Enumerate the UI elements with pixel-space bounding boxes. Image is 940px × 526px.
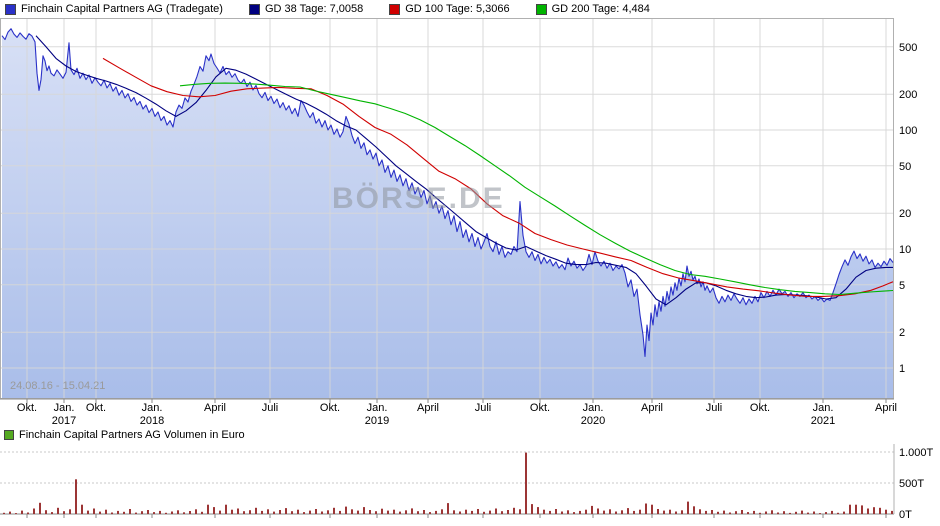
x-tick-label: April bbox=[875, 402, 897, 414]
x-tick-label: Okt. bbox=[86, 402, 106, 414]
chart-legend: Finchain Capital Partners AG (Tradegate)… bbox=[0, 0, 940, 18]
x-tick-label: Jan. bbox=[54, 402, 75, 414]
y-tick-label: 50 bbox=[899, 161, 911, 173]
x-tick-label: Okt. bbox=[750, 402, 770, 414]
x-tick-label: Okt. bbox=[17, 402, 37, 414]
x-tick-label: Juli bbox=[706, 402, 723, 414]
x-tick-label: Okt. bbox=[530, 402, 550, 414]
y-tick-label: 200 bbox=[899, 89, 917, 101]
y-tick-label: 5 bbox=[899, 280, 905, 292]
volume-chart-canvas: 1.000T 500T 0T bbox=[0, 444, 934, 521]
date-range-label: 24.08.16 - 15.04.21 bbox=[10, 380, 106, 392]
y-tick-label: 10 bbox=[899, 244, 911, 256]
price-series-swatch-icon bbox=[5, 3, 16, 15]
price-series-label: Finchain Capital Partners AG (Tradegate) bbox=[21, 3, 223, 15]
x-tick-label: Jan. bbox=[813, 402, 834, 414]
legend-item-gd200: GD 200 Tage: 4,484 bbox=[535, 3, 650, 15]
x-tick-label: April bbox=[641, 402, 663, 414]
x-year-label: 2021 bbox=[811, 415, 835, 427]
x-tick-label: Jan. bbox=[583, 402, 604, 414]
y-tick-label: 100 bbox=[899, 125, 917, 137]
x-year-label: 2017 bbox=[52, 415, 76, 427]
x-tick-label: Juli bbox=[475, 402, 492, 414]
x-tick-label: Jan. bbox=[367, 402, 388, 414]
volume-tick-label: 500T bbox=[899, 478, 924, 490]
watermark: BÖRSE.DE bbox=[332, 182, 505, 215]
legend-item-gd100: GD 100 Tage: 5,3066 bbox=[389, 3, 510, 15]
gd38-series-label: GD 38 Tage: 7,0058 bbox=[264, 3, 364, 15]
x-year-label: 2018 bbox=[140, 415, 164, 427]
volume-legend: Finchain Capital Partners AG Volumen in … bbox=[0, 428, 940, 442]
gd38-series-swatch-icon bbox=[248, 3, 260, 15]
x-year-label: 2020 bbox=[581, 415, 605, 427]
volume-tick-label: 1.000T bbox=[899, 447, 934, 459]
volume-series-swatch-icon bbox=[4, 430, 14, 440]
legend-item-gd38: GD 38 Tage: 7,0058 bbox=[248, 3, 364, 15]
gd100-series-label: GD 100 Tage: 5,3066 bbox=[405, 3, 510, 15]
gd200-series-label: GD 200 Tage: 4,484 bbox=[551, 3, 650, 15]
y-tick-label: 20 bbox=[899, 208, 911, 220]
legend-item-price: Finchain Capital Partners AG (Tradegate) bbox=[5, 3, 223, 15]
gd200-series-swatch-icon bbox=[535, 3, 547, 15]
x-year-label: 2019 bbox=[365, 415, 389, 427]
gd100-series-swatch-icon bbox=[389, 3, 401, 15]
y-tick-label: 1 bbox=[899, 363, 905, 375]
y-tick-label: 500 bbox=[899, 42, 917, 54]
volume-tick-label: 0T bbox=[899, 509, 912, 521]
y-tick-label: 2 bbox=[899, 327, 905, 339]
x-tick-label: Jan. bbox=[142, 402, 163, 414]
volume-series-label: Finchain Capital Partners AG Volumen in … bbox=[19, 429, 245, 441]
x-tick-label: April bbox=[417, 402, 439, 414]
x-tick-label: April bbox=[204, 402, 226, 414]
price-chart-area: 500 200 100 50 20 10 5 2 1 Okt. Jan. 2017 Okt. Jan. 20… bbox=[0, 18, 940, 428]
x-tick-label: Okt. bbox=[320, 402, 340, 414]
x-tick-label: Juli bbox=[262, 402, 279, 414]
